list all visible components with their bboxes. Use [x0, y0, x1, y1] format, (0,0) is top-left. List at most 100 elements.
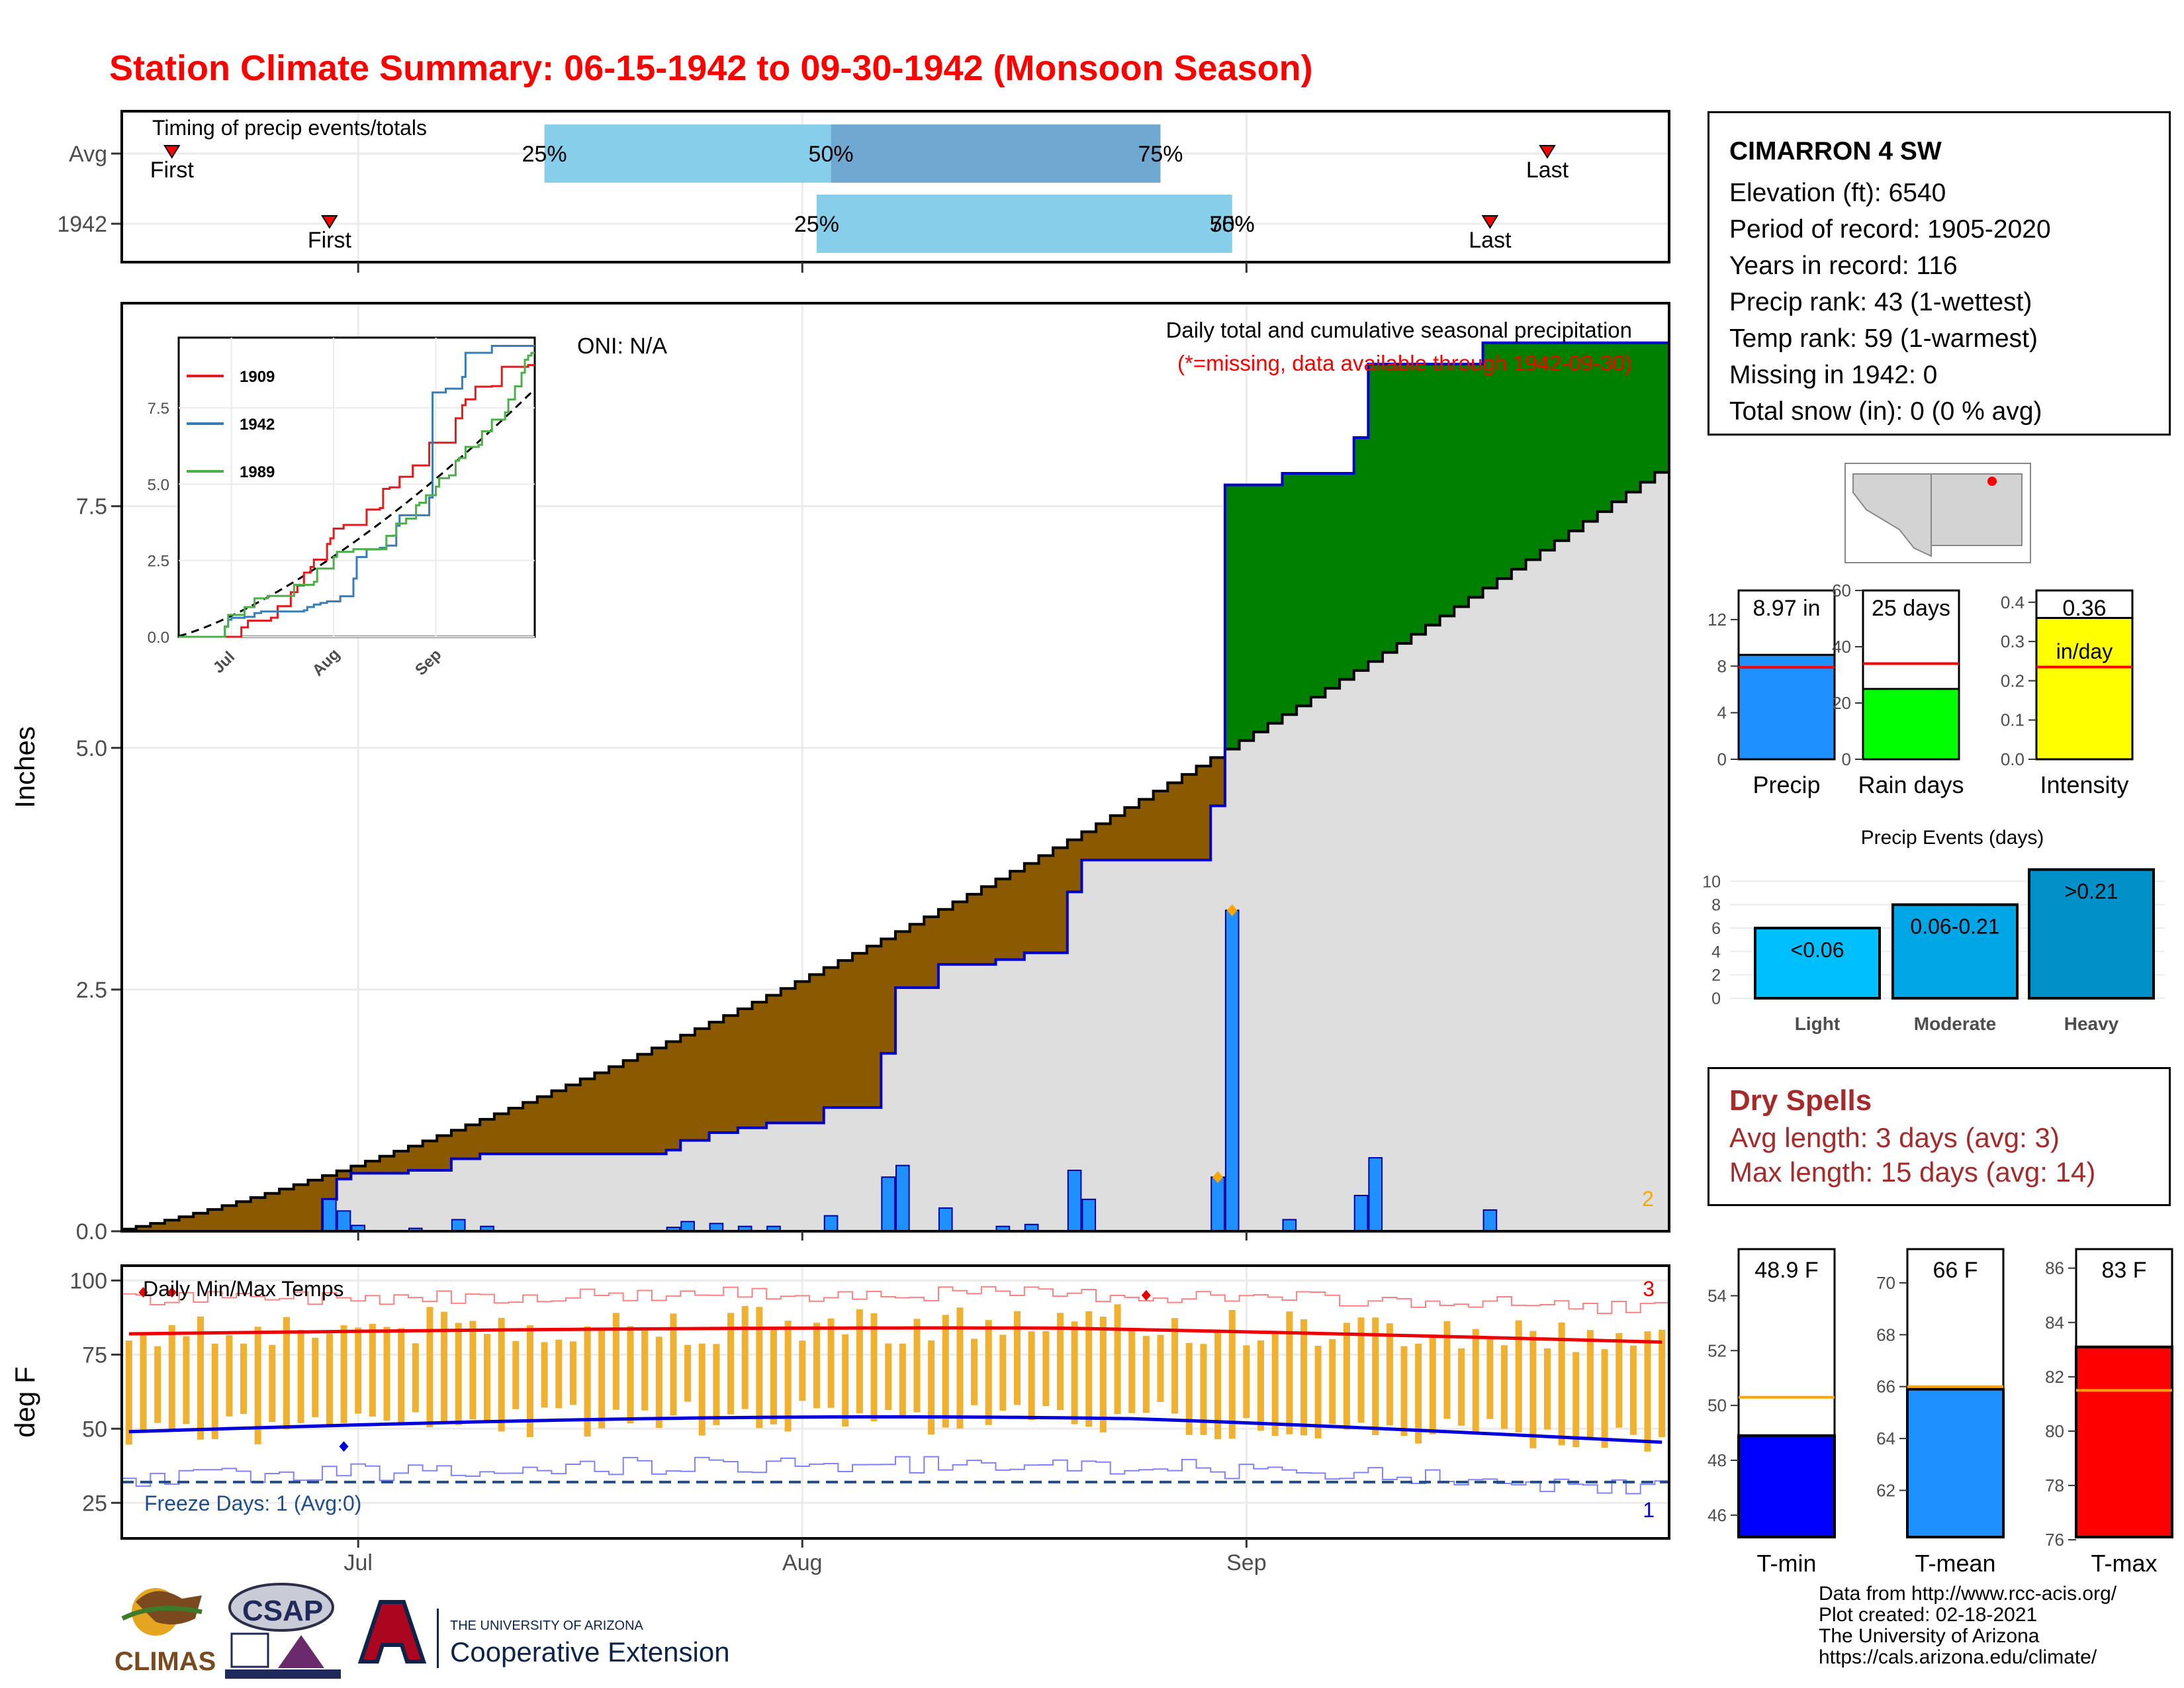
- inset-legend-label: 1909: [240, 368, 275, 386]
- precip-drier-area: [909, 924, 925, 988]
- temp-daily-range-bar: [842, 1334, 849, 1427]
- temp-daily-range-bar: [254, 1327, 261, 1444]
- precip-drier-area: [566, 1084, 581, 1154]
- temp-bar-ytick-label: 64: [1876, 1429, 1895, 1448]
- precip-wetter-area: [1267, 485, 1283, 724]
- precip-wetter-area: [1383, 364, 1398, 653]
- dry-max-length: Max length: 15 days (avg: 14): [1729, 1156, 2096, 1188]
- precip-drier-area: [594, 1072, 610, 1154]
- precip-daily-bar: [823, 1215, 839, 1232]
- temp-bar-ytick-label: 48: [1707, 1450, 1727, 1470]
- credits: Data from http://www.rcc-acis.org/ Plot …: [1819, 1583, 2116, 1668]
- temp-daily-range-bar: [512, 1340, 520, 1409]
- precip-daily-bar: [1081, 1198, 1097, 1233]
- temp-daily-range-bar: [1071, 1321, 1078, 1425]
- station-period: Period of record: 1905-2020: [1729, 215, 2051, 244]
- precip-drier-area: [523, 1102, 538, 1154]
- temp-daily-range-bar: [799, 1340, 806, 1401]
- temp-daily-range-bar: [612, 1313, 619, 1410]
- temp-daily-range-bar: [1543, 1348, 1551, 1430]
- temp-panel-border: [120, 1264, 1670, 1540]
- precip-wetter-area: [1468, 364, 1484, 598]
- temp-bar-label: T-max: [2091, 1550, 2157, 1577]
- temp-daily-range-bar: [197, 1316, 205, 1440]
- precip-events-bar: [1754, 926, 1881, 1000]
- summary-bar-ytick-label: 0: [1717, 749, 1727, 769]
- temp-bar-ytick-label: 54: [1707, 1286, 1727, 1305]
- temp-daily-range-bar: [741, 1305, 749, 1409]
- precip-daily-bar: [1482, 1209, 1498, 1233]
- precip-drier-area: [193, 1213, 208, 1231]
- temp-daily-range-bar: [240, 1343, 248, 1415]
- precip-events-ytick-label: 8: [1711, 896, 1721, 915]
- precip-drier-area: [866, 946, 882, 1108]
- temp-bar-label: T-mean: [1915, 1550, 1995, 1577]
- inset-legend-label: 1989: [240, 463, 275, 481]
- precip-drier-area: [1181, 774, 1197, 861]
- precip-wetter-area: [1569, 342, 1584, 532]
- credit-university: The University of Arizona: [1819, 1625, 2040, 1647]
- precip-drier-area: [637, 1054, 653, 1154]
- temp-daily-range-bar: [885, 1343, 892, 1411]
- temp-daily-range-bar: [369, 1323, 376, 1417]
- csap-logo-text: CSAP: [242, 1595, 323, 1627]
- precip-drier-area: [709, 1022, 724, 1133]
- temp-daily-range-bar: [1343, 1323, 1350, 1430]
- precip-drier-area: [1196, 766, 1211, 861]
- university-of-arizona-logo: THE UNIVERSITY OF ARIZONA Cooperative Ex…: [357, 1600, 730, 1668]
- precip-events-bar-label: <0.06: [1791, 938, 1844, 962]
- precip-drier-area: [609, 1066, 624, 1154]
- precip-drier-area: [795, 981, 810, 1123]
- summary-bar-value-label: 0.36: [2062, 596, 2106, 621]
- station-temp-rank: Temp rank: 59 (1-warmest): [1729, 324, 2038, 353]
- precip-drier-area: [236, 1201, 251, 1231]
- temp-daily-range-bar: [555, 1339, 563, 1409]
- inset-series-line: [179, 345, 535, 638]
- precip-drier-area: [780, 988, 796, 1123]
- temp-daily-range-bar: [312, 1337, 319, 1417]
- temp-daily-range-bar: [1486, 1338, 1494, 1419]
- precip-wetter-area: [1411, 364, 1426, 635]
- summary-bar-value: [2035, 617, 2134, 761]
- temp-daily-range-bar: [211, 1343, 218, 1440]
- credit-data-source: Data from http://www.rcc-acis.org/: [1819, 1583, 2117, 1605]
- precip-drier-area: [408, 1146, 424, 1170]
- temp-daily-range-bar: [1014, 1311, 1021, 1405]
- temp-avg-max-line: [128, 1326, 1662, 1344]
- temp-record-high-marker: [138, 1287, 148, 1298]
- precip-drier-area: [809, 974, 825, 1123]
- temp-corner-top: 3: [1643, 1277, 1655, 1301]
- temp-daily-range-bar: [1329, 1338, 1336, 1425]
- precip-drier-area: [293, 1184, 309, 1231]
- summary-bar-value: [1737, 653, 1836, 761]
- temp-bar-value: [2075, 1345, 2173, 1538]
- temp-xtick-label: Aug: [782, 1550, 823, 1575]
- temp-record-high-marker: [1141, 1289, 1151, 1301]
- temp-record-max-line: [122, 1286, 1669, 1315]
- precip-drier-area: [322, 1175, 338, 1199]
- precip-drier-area: [365, 1161, 381, 1174]
- temp-daily-range-bar: [1572, 1352, 1580, 1448]
- summary-bar-ytick-label: 0.0: [2001, 749, 2025, 769]
- precip-drier-area: [838, 960, 853, 1108]
- precip-wetter-area: [1511, 342, 1527, 569]
- precip-drier-area: [752, 1002, 767, 1128]
- temp-bar-ytick-label: 52: [1707, 1340, 1727, 1360]
- timing-last-label: Last: [1526, 158, 1569, 183]
- temp-daily-range-bar: [484, 1334, 491, 1423]
- precip-drier-area: [480, 1119, 495, 1154]
- timing-bar-50-75: [831, 124, 1161, 183]
- temp-bar-label: T-min: [1757, 1550, 1817, 1577]
- temp-daily-range-bar: [1501, 1345, 1508, 1429]
- precip-drier-area: [422, 1141, 437, 1170]
- temp-bar-ytick-label: 46: [1707, 1505, 1727, 1525]
- precip-daily-bar: [895, 1164, 910, 1232]
- precip-wetter-area: [1554, 342, 1570, 541]
- timing-first-marker: [163, 145, 181, 159]
- precip-drier-area: [766, 995, 782, 1123]
- temp-avg-min-line: [128, 1415, 1662, 1444]
- temp-bar-ytick-label: 84: [2045, 1313, 2064, 1333]
- temp-daily-range-bar: [928, 1340, 935, 1435]
- temp-daily-range-bar: [1372, 1317, 1379, 1435]
- temp-bar-value: [1906, 1387, 2005, 1538]
